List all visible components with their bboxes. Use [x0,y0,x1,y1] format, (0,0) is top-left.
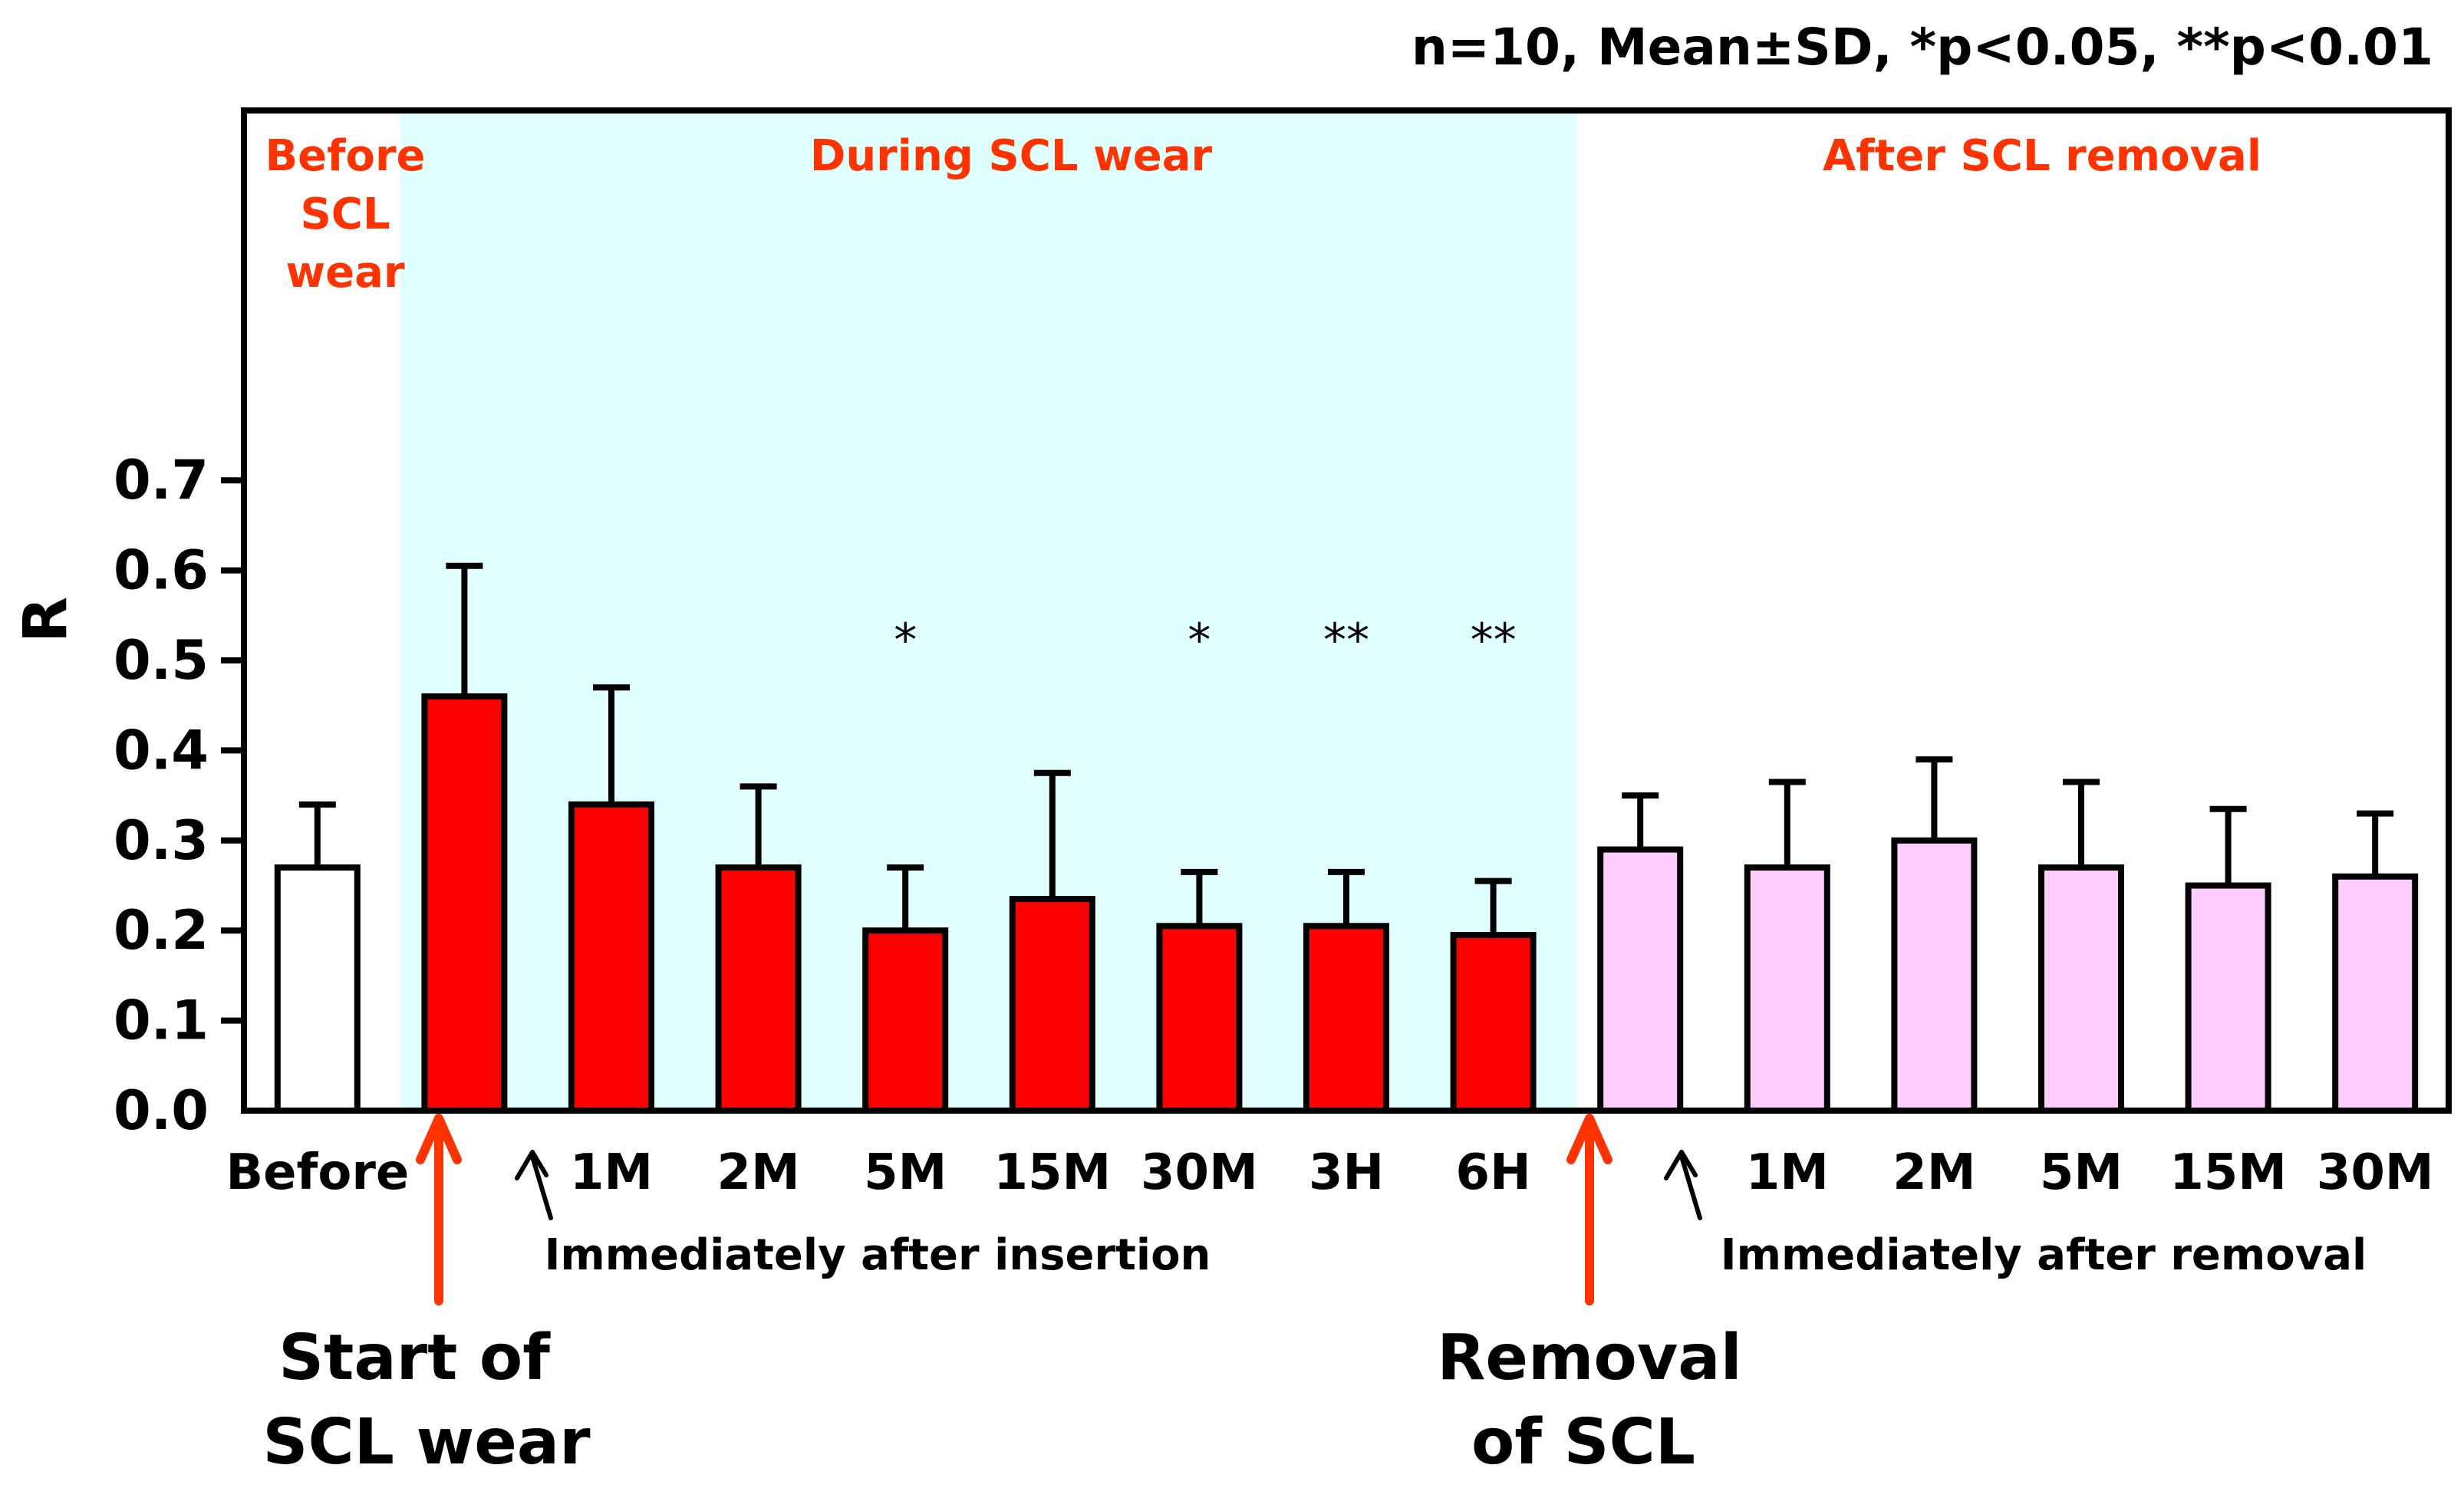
period-label-before-line: SCL [300,189,390,239]
bar [568,801,654,1114]
annotations: Immediately after insertion Immediately … [262,1114,2367,1479]
y-tick-label: 0.4 [114,719,209,782]
bar [421,693,508,1114]
insertion-note: Immediately after insertion [545,1230,1211,1280]
significance-mark: * [1188,614,1211,667]
x-tick-label: 1M [570,1144,653,1201]
x-tick-label: 6H [1456,1144,1531,1201]
period-label-before-line: wear [285,248,405,298]
bars-layer: * * ** ** [274,562,2419,1114]
start-event-label-line-2: SCL wear [262,1406,591,1479]
x-tick-label: 30M [2317,1144,2434,1201]
x-axis-labels: Before 1M 2M 5M 15M 30M 3H 6H 1M 2M 5M 15M 30M [226,1144,2433,1201]
bar [1303,923,1389,1114]
bar [1156,923,1243,1114]
x-tick-label: Before [226,1144,409,1201]
bar [1744,864,1830,1114]
significance-mark: * [894,614,917,667]
insertion-pointer-arrow [515,1150,553,1220]
significance-mark: ** [1323,614,1369,667]
x-tick-label: 5M [864,1144,947,1201]
bar [1450,932,1537,1114]
start-event-arrow [416,1114,462,1305]
bar [862,927,949,1114]
y-tick-label: 0.7 [114,449,209,512]
x-tick-label: 5M [2040,1144,2123,1201]
x-tick-label: 2M [716,1144,799,1201]
bar [1009,896,1095,1114]
period-label-during: During SCL wear [810,131,1213,181]
x-tick-label: 15M [2169,1144,2287,1201]
y-tick-label: 0.0 [114,1079,209,1142]
y-axis-ticks: 0.0 0.1 0.2 0.3 0.4 0.5 0.6 0.7 [114,449,244,1142]
x-tick-label: 2M [1892,1144,1975,1201]
y-tick-label: 0.1 [114,989,209,1052]
x-tick-label: 1M [1746,1144,1829,1201]
x-tick-label: 30M [1141,1144,1258,1201]
y-axis-label: R [12,597,81,643]
removal-pointer-arrow [1664,1150,1702,1220]
y-tick-label: 0.5 [114,629,209,692]
removal-note: Immediately after removal [1721,1230,2367,1280]
y-tick-label: 0.2 [114,899,209,962]
bar [2332,873,2419,1114]
bar [715,864,802,1114]
bar [274,864,361,1114]
removal-event-label-line-2: of SCL [1471,1406,1695,1479]
period-label-after: After SCL removal [1823,131,2261,181]
y-tick-label: 0.6 [114,539,209,602]
significance-mark: ** [1471,614,1517,667]
bar [1891,837,1978,1114]
plot-frame [241,107,2452,1114]
period-label-before: Before SCL wear [265,131,425,298]
removal-event-arrow [1566,1114,1612,1305]
y-tick-label: 0.3 [114,809,209,872]
bar [2038,864,2124,1114]
header-note: n=10, Mean±SD, *p<0.05, **p<0.01 [1412,18,2433,77]
period-label-before-line: Before [265,131,425,181]
bar [2185,882,2271,1114]
x-tick-label: 3H [1309,1144,1384,1201]
start-event-label-line-1: Start of [278,1322,551,1394]
bar [1597,846,1684,1114]
removal-event-label-line-1: Removal [1437,1322,1741,1394]
x-tick-label: 15M [993,1144,1111,1201]
